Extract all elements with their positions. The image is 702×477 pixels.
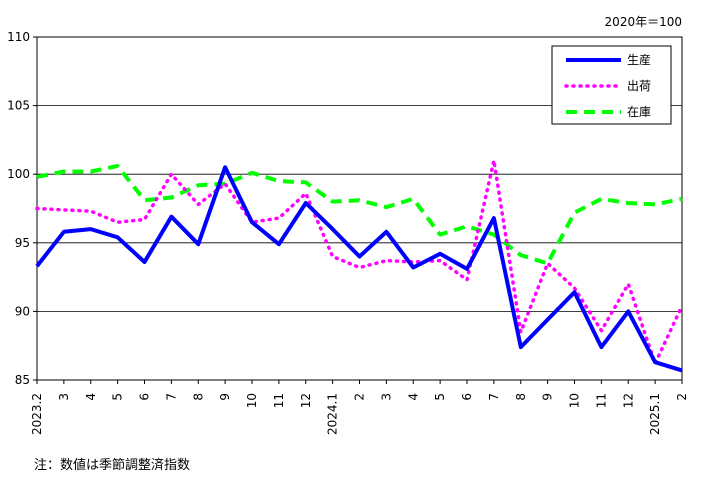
x-tick-label: 6 xyxy=(138,393,152,401)
x-tick-label: 10 xyxy=(245,393,259,408)
legend-label: 在庫 xyxy=(627,105,651,119)
x-tick-label: 9 xyxy=(218,393,232,401)
x-tick-label: 12 xyxy=(621,393,635,408)
x-tick-label: 2 xyxy=(353,393,367,401)
y-tick-label: 90 xyxy=(15,304,30,318)
y-axis: 85 90 95 100 105 110 xyxy=(7,30,37,387)
x-tick-label: 2025.1 xyxy=(648,393,662,435)
x-tick-label: 8 xyxy=(191,393,205,401)
x-tick-label: 7 xyxy=(487,393,501,401)
x-tick-label: 4 xyxy=(84,393,98,401)
x-tick-label: 2023.2 xyxy=(30,393,44,435)
x-tick-label: 12 xyxy=(299,393,313,408)
footnote: 注：数値は季節調整済指数 xyxy=(34,458,191,473)
series-lines xyxy=(35,158,684,373)
x-tick-label: 2 xyxy=(675,393,689,401)
x-tick-label: 2024.1 xyxy=(326,393,340,435)
x-tick-label: 10 xyxy=(568,393,582,408)
x-tick-label: 3 xyxy=(57,393,71,401)
x-tick-label: 5 xyxy=(433,393,447,401)
x-tick-label: 3 xyxy=(379,393,393,401)
y-tick-label: 100 xyxy=(7,167,30,181)
x-tick-label: 8 xyxy=(514,393,528,401)
x-tick-label: 6 xyxy=(460,393,474,401)
series-line-2 xyxy=(35,158,684,366)
series-line-3 xyxy=(36,164,683,266)
legend-label: 出荷 xyxy=(627,79,651,93)
x-tick-label: 4 xyxy=(406,393,420,401)
x-tick-label: 5 xyxy=(111,393,125,401)
y-tick-label: 85 xyxy=(15,373,30,387)
x-tick-label: 9 xyxy=(541,393,555,401)
y-tick-label: 95 xyxy=(15,236,30,250)
y-tick-label: 105 xyxy=(7,99,30,113)
x-tick-label: 11 xyxy=(272,393,286,408)
base-year-note: 2020年＝100 xyxy=(605,15,682,29)
x-tick-label: 7 xyxy=(164,393,178,401)
y-tick-label: 110 xyxy=(7,30,30,44)
x-axis: 2023.2 3 4 5 6 7 8 9 10 11 12 2024.1 2 3 4 5 6 7 8 9 10 11 12 2… xyxy=(30,380,689,435)
legend-label: 生産 xyxy=(627,52,651,67)
series-line-1 xyxy=(35,165,683,373)
x-tick-label: 11 xyxy=(594,393,608,408)
